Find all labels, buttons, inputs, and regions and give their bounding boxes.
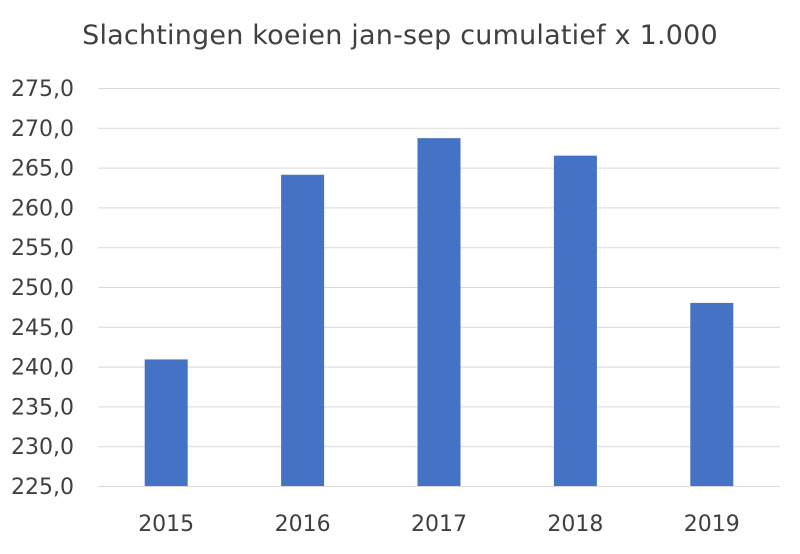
bar-2018	[553, 155, 597, 486]
y-tick-label: 230,0	[11, 435, 74, 460]
y-axis-ticks: 225,0 230,0 235,0 240,0 245,0 250,0 255,0 260,0…	[11, 77, 74, 500]
bar-2015	[144, 359, 188, 486]
y-tick-label: 270,0	[11, 117, 74, 142]
x-tick-label: 2017	[411, 512, 467, 537]
y-tick-label: 265,0	[11, 157, 74, 182]
y-tick-label: 245,0	[11, 316, 74, 341]
y-tick-label: 225,0	[11, 475, 74, 500]
bar-2016	[281, 174, 325, 487]
y-tick-label: 275,0	[11, 77, 74, 102]
y-tick-label: 255,0	[11, 236, 74, 261]
y-tick-label: 240,0	[11, 356, 74, 381]
x-tick-label: 2019	[684, 512, 740, 537]
x-axis-ticks: 2015 2016 2017 2018 2019	[138, 512, 740, 537]
bar-2017	[417, 138, 461, 486]
x-tick-label: 2018	[547, 512, 603, 537]
y-tick-label: 250,0	[11, 276, 74, 301]
x-tick-label: 2015	[138, 512, 194, 537]
y-tick-label: 260,0	[11, 196, 74, 221]
chart-title: Slachtingen koeien jan-sep cumulatief x …	[82, 20, 718, 51]
bars	[144, 138, 734, 487]
y-tick-label: 235,0	[11, 395, 74, 420]
x-tick-label: 2016	[275, 512, 331, 537]
bar-2019	[690, 302, 734, 486]
